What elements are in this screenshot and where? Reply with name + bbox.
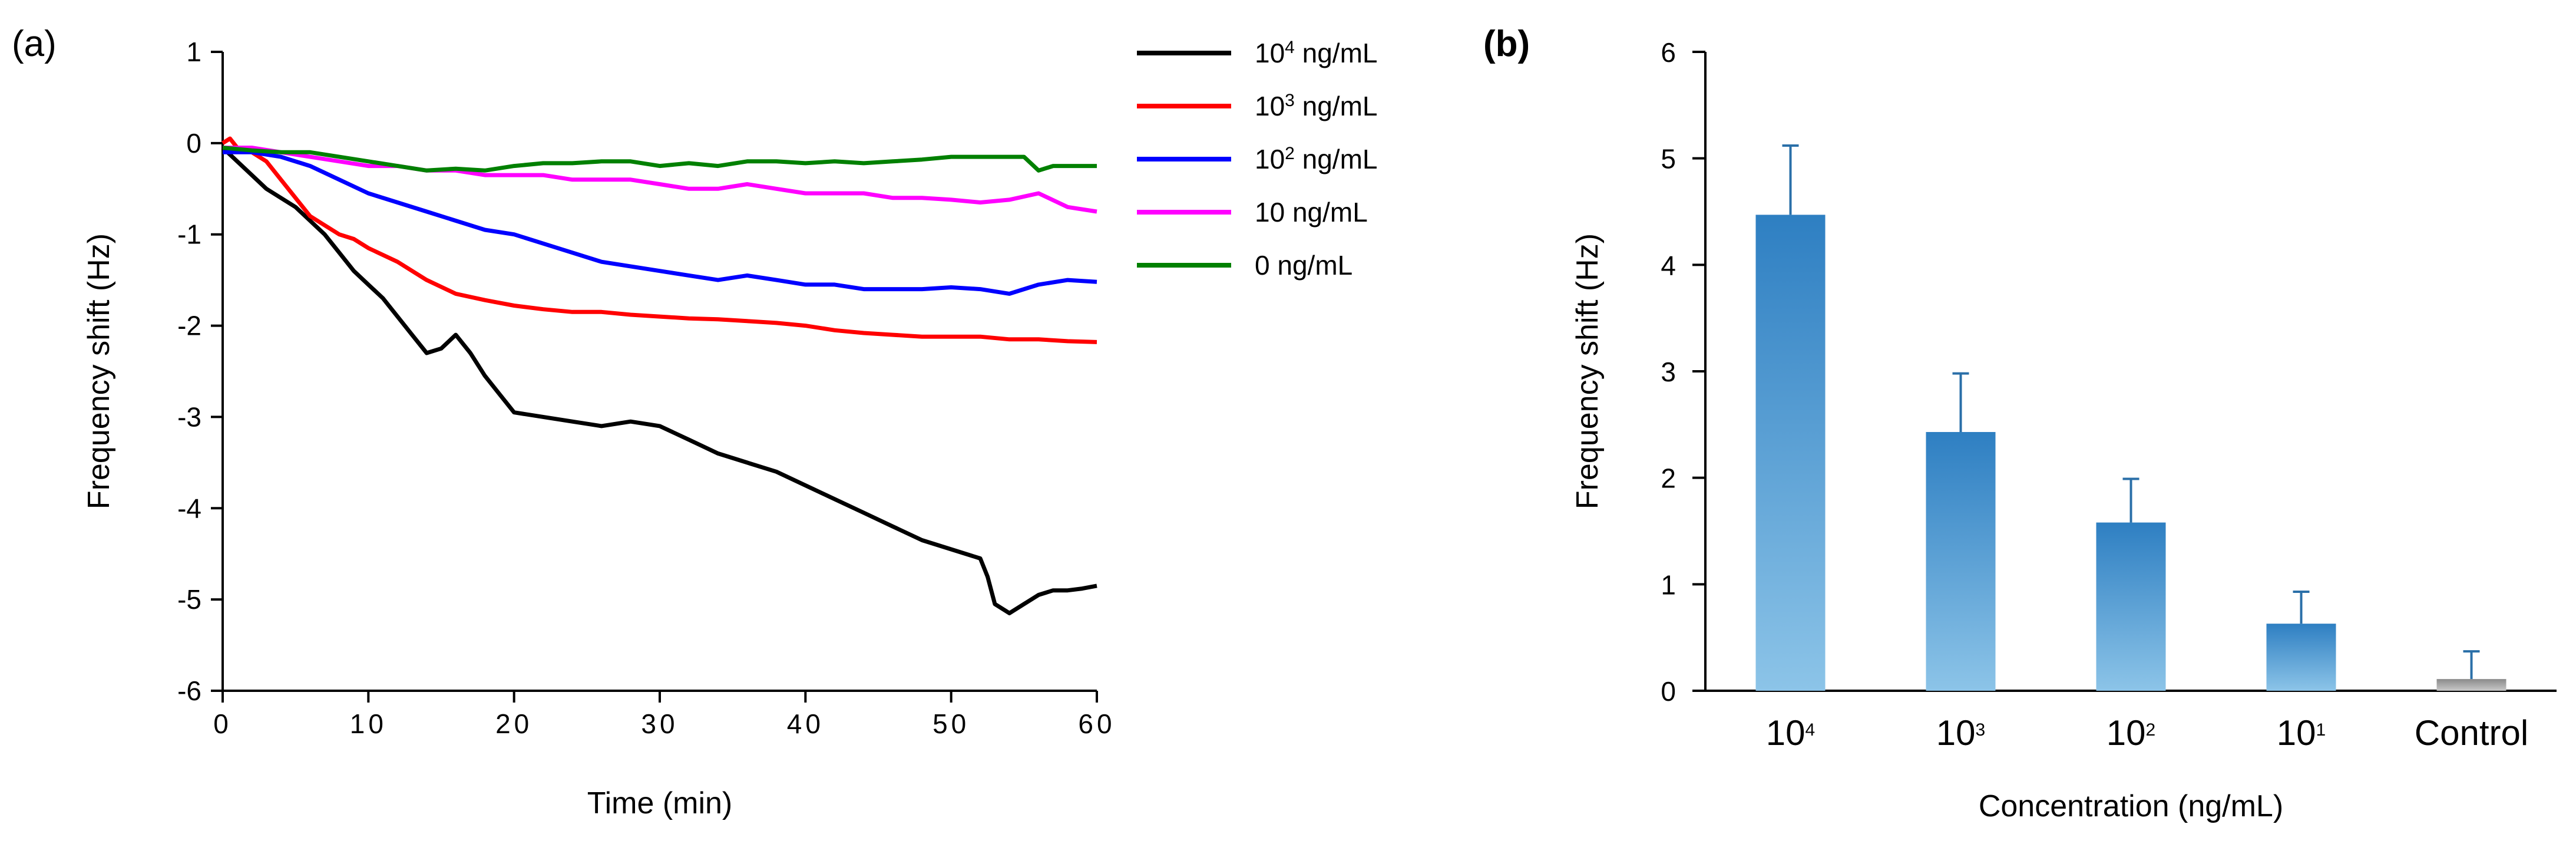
bar-4 [2436,679,2506,691]
series-line-2 [223,150,1097,296]
panel-b: (b) 0 1 2 3 4 5 6 Concentration (ng/mL) Frequency… [1483,24,2557,823]
y-axis-title: Frequency shift (Hz) [82,233,116,509]
y-tick-label: -1 [177,219,201,250]
legend-label-4: 0 ng/mL [1255,250,1353,281]
series-line-3 [223,146,1097,214]
y-tick-label: 0 [1661,676,1676,707]
series-line-1 [221,136,1097,344]
legend-label-0: 104 ng/mL [1255,38,1378,69]
x-tick-label: 60 [1078,708,1115,739]
bar-1 [1926,431,1996,691]
x-axis-title: Concentration (ng/mL) [1979,789,2283,823]
y-tick-label: -3 [177,401,201,432]
y-tick-label: -2 [177,311,201,341]
y-tick-label: 6 [1661,37,1676,68]
category-label-4: Control [2415,713,2528,753]
series-line-4 [222,146,1097,173]
y-tick-label: 4 [1661,250,1676,281]
y-tick-label: -6 [177,675,201,706]
x-tick-label: 50 [932,708,970,739]
bar-0 [1755,215,1826,691]
category-label-2: 102 [2107,713,2155,753]
x-tick-label: 10 [350,708,387,739]
y-tick-label: 0 [186,128,201,159]
x-tick-label: 20 [495,708,533,739]
y-tick-label: -4 [177,493,201,523]
x-tick-label: 30 [641,708,678,739]
y-tick-label: 3 [1661,357,1676,387]
y-axis-title: Frequency shift (Hz) [1570,233,1605,509]
y-tick-label: 1 [1661,569,1676,600]
y-tick-label: 2 [1661,463,1676,494]
x-tick-label: 0 [213,708,232,739]
panel-label-b: (b) [1483,24,1530,64]
y-tick-label: -5 [177,584,201,615]
panel-label-a: (a) [12,24,57,64]
legend-label-2: 102 ng/mL [1255,144,1378,175]
bar-2 [2096,522,2166,691]
legend-label-3: 10 ng/mL [1255,197,1368,228]
category-label-1: 103 [1936,713,1985,753]
bar-3 [2266,624,2336,691]
category-label-0: 104 [1766,713,1815,753]
series-line-0 [221,146,1097,615]
legend-label-1: 103 ng/mL [1255,91,1378,122]
x-tick-label: 40 [787,708,824,739]
y-tick-label: 1 [186,37,201,67]
x-axis-title: Time (min) [587,786,733,820]
category-label-3: 101 [2277,713,2326,753]
y-tick-label: 5 [1661,144,1676,174]
